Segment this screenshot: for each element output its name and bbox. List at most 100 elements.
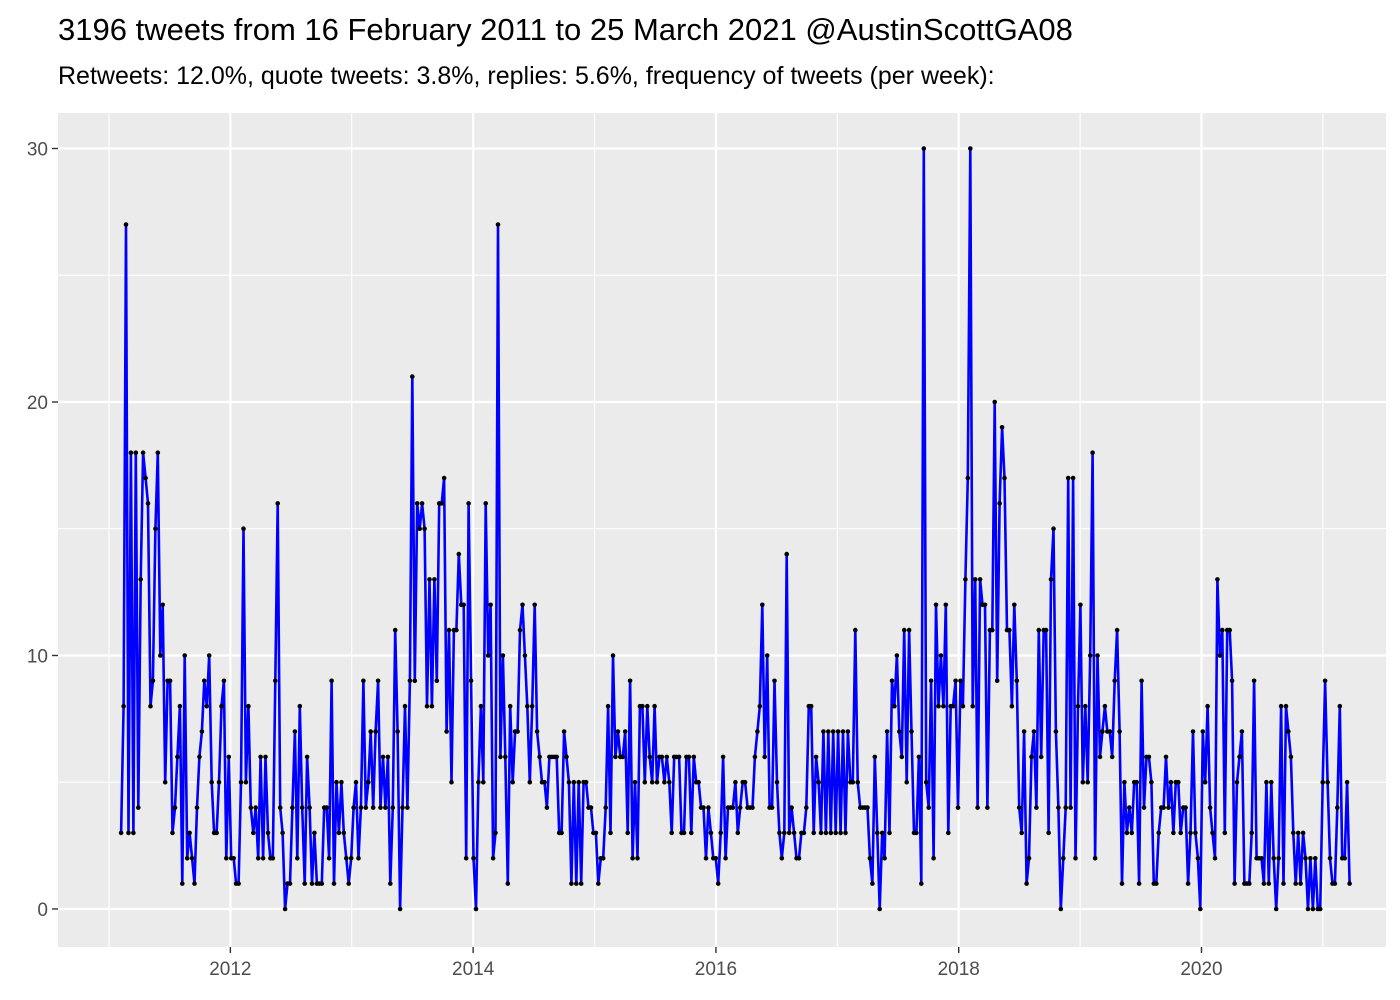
data-point — [1036, 627, 1042, 633]
data-point — [999, 425, 1005, 430]
x-tick-label: 2018 — [938, 959, 980, 980]
data-point — [1342, 856, 1347, 861]
data-point — [950, 703, 956, 709]
data-point — [975, 805, 980, 810]
data-point — [706, 805, 711, 810]
data-point — [853, 627, 858, 633]
data-point — [1176, 779, 1181, 785]
data-point — [226, 754, 232, 760]
data-point — [662, 779, 667, 785]
data-point — [488, 602, 493, 608]
data-point — [931, 856, 936, 861]
data-point — [485, 653, 491, 658]
data-point — [737, 805, 743, 810]
data-point — [258, 754, 263, 760]
data-point — [1283, 703, 1289, 709]
data-point — [916, 754, 922, 760]
data-point — [786, 830, 792, 836]
data-point — [329, 678, 334, 684]
data-point — [241, 526, 246, 531]
data-point — [444, 729, 449, 734]
data-point — [1043, 627, 1049, 633]
data-point — [1063, 805, 1068, 810]
data-point — [275, 501, 281, 506]
data-point — [1068, 805, 1073, 810]
data-point — [282, 906, 288, 912]
data-point — [610, 653, 616, 658]
data-point — [446, 627, 452, 633]
data-point — [933, 602, 939, 608]
data-point — [182, 653, 187, 658]
data-point — [297, 703, 303, 709]
data-point — [627, 678, 633, 684]
data-point — [158, 653, 163, 658]
data-point — [1129, 830, 1135, 836]
data-point — [901, 627, 907, 633]
data-point — [1202, 779, 1208, 785]
data-point — [994, 678, 1000, 684]
data-point — [625, 830, 630, 836]
data-point — [219, 703, 224, 709]
data-point — [622, 729, 628, 734]
data-point — [368, 729, 374, 734]
data-point — [1239, 729, 1245, 734]
y-tick-label: 30 — [27, 139, 48, 160]
data-point — [816, 779, 821, 785]
data-point — [713, 856, 719, 861]
data-point — [478, 703, 484, 709]
data-point — [204, 703, 210, 709]
data-point — [1229, 678, 1235, 684]
data-point — [789, 805, 794, 810]
data-point — [336, 830, 342, 836]
data-point — [280, 830, 285, 836]
data-point — [762, 754, 767, 760]
data-point — [838, 830, 843, 836]
data-point — [1212, 856, 1218, 861]
data-point — [162, 779, 168, 785]
data-point — [564, 754, 569, 760]
data-point — [424, 703, 430, 709]
data-point — [566, 779, 572, 785]
data-point — [397, 906, 403, 912]
data-point — [1320, 779, 1325, 785]
data-point — [461, 602, 467, 608]
data-point — [192, 881, 197, 886]
data-point — [126, 830, 131, 836]
data-point — [574, 881, 579, 886]
data-point — [887, 830, 892, 836]
data-point — [118, 830, 124, 836]
data-point — [493, 830, 498, 836]
data-point — [909, 729, 914, 734]
data-point — [620, 754, 626, 760]
data-point — [153, 526, 158, 531]
data-point — [828, 830, 834, 836]
data-point — [466, 501, 471, 506]
data-point — [938, 653, 944, 658]
data-point — [784, 551, 789, 557]
data-point — [400, 805, 405, 810]
data-point — [990, 627, 995, 633]
data-point — [1273, 906, 1279, 912]
data-point — [167, 678, 173, 684]
data-point — [187, 830, 192, 836]
data-point — [1163, 754, 1169, 760]
data-point — [845, 729, 851, 734]
data-point — [346, 881, 352, 886]
data-point — [515, 729, 520, 734]
data-point — [1295, 830, 1301, 836]
data-point — [583, 779, 589, 785]
data-point — [867, 856, 873, 861]
data-point — [833, 830, 838, 836]
data-point — [686, 754, 692, 760]
data-point — [473, 906, 479, 912]
data-point — [304, 754, 310, 760]
data-point — [1207, 805, 1213, 810]
data-point — [417, 526, 423, 531]
data-point — [696, 779, 701, 785]
data-point — [1073, 856, 1078, 861]
data-point — [1021, 729, 1027, 734]
data-point — [202, 678, 207, 684]
data-point — [427, 577, 432, 582]
data-point — [708, 830, 714, 836]
data-point — [1344, 779, 1350, 785]
